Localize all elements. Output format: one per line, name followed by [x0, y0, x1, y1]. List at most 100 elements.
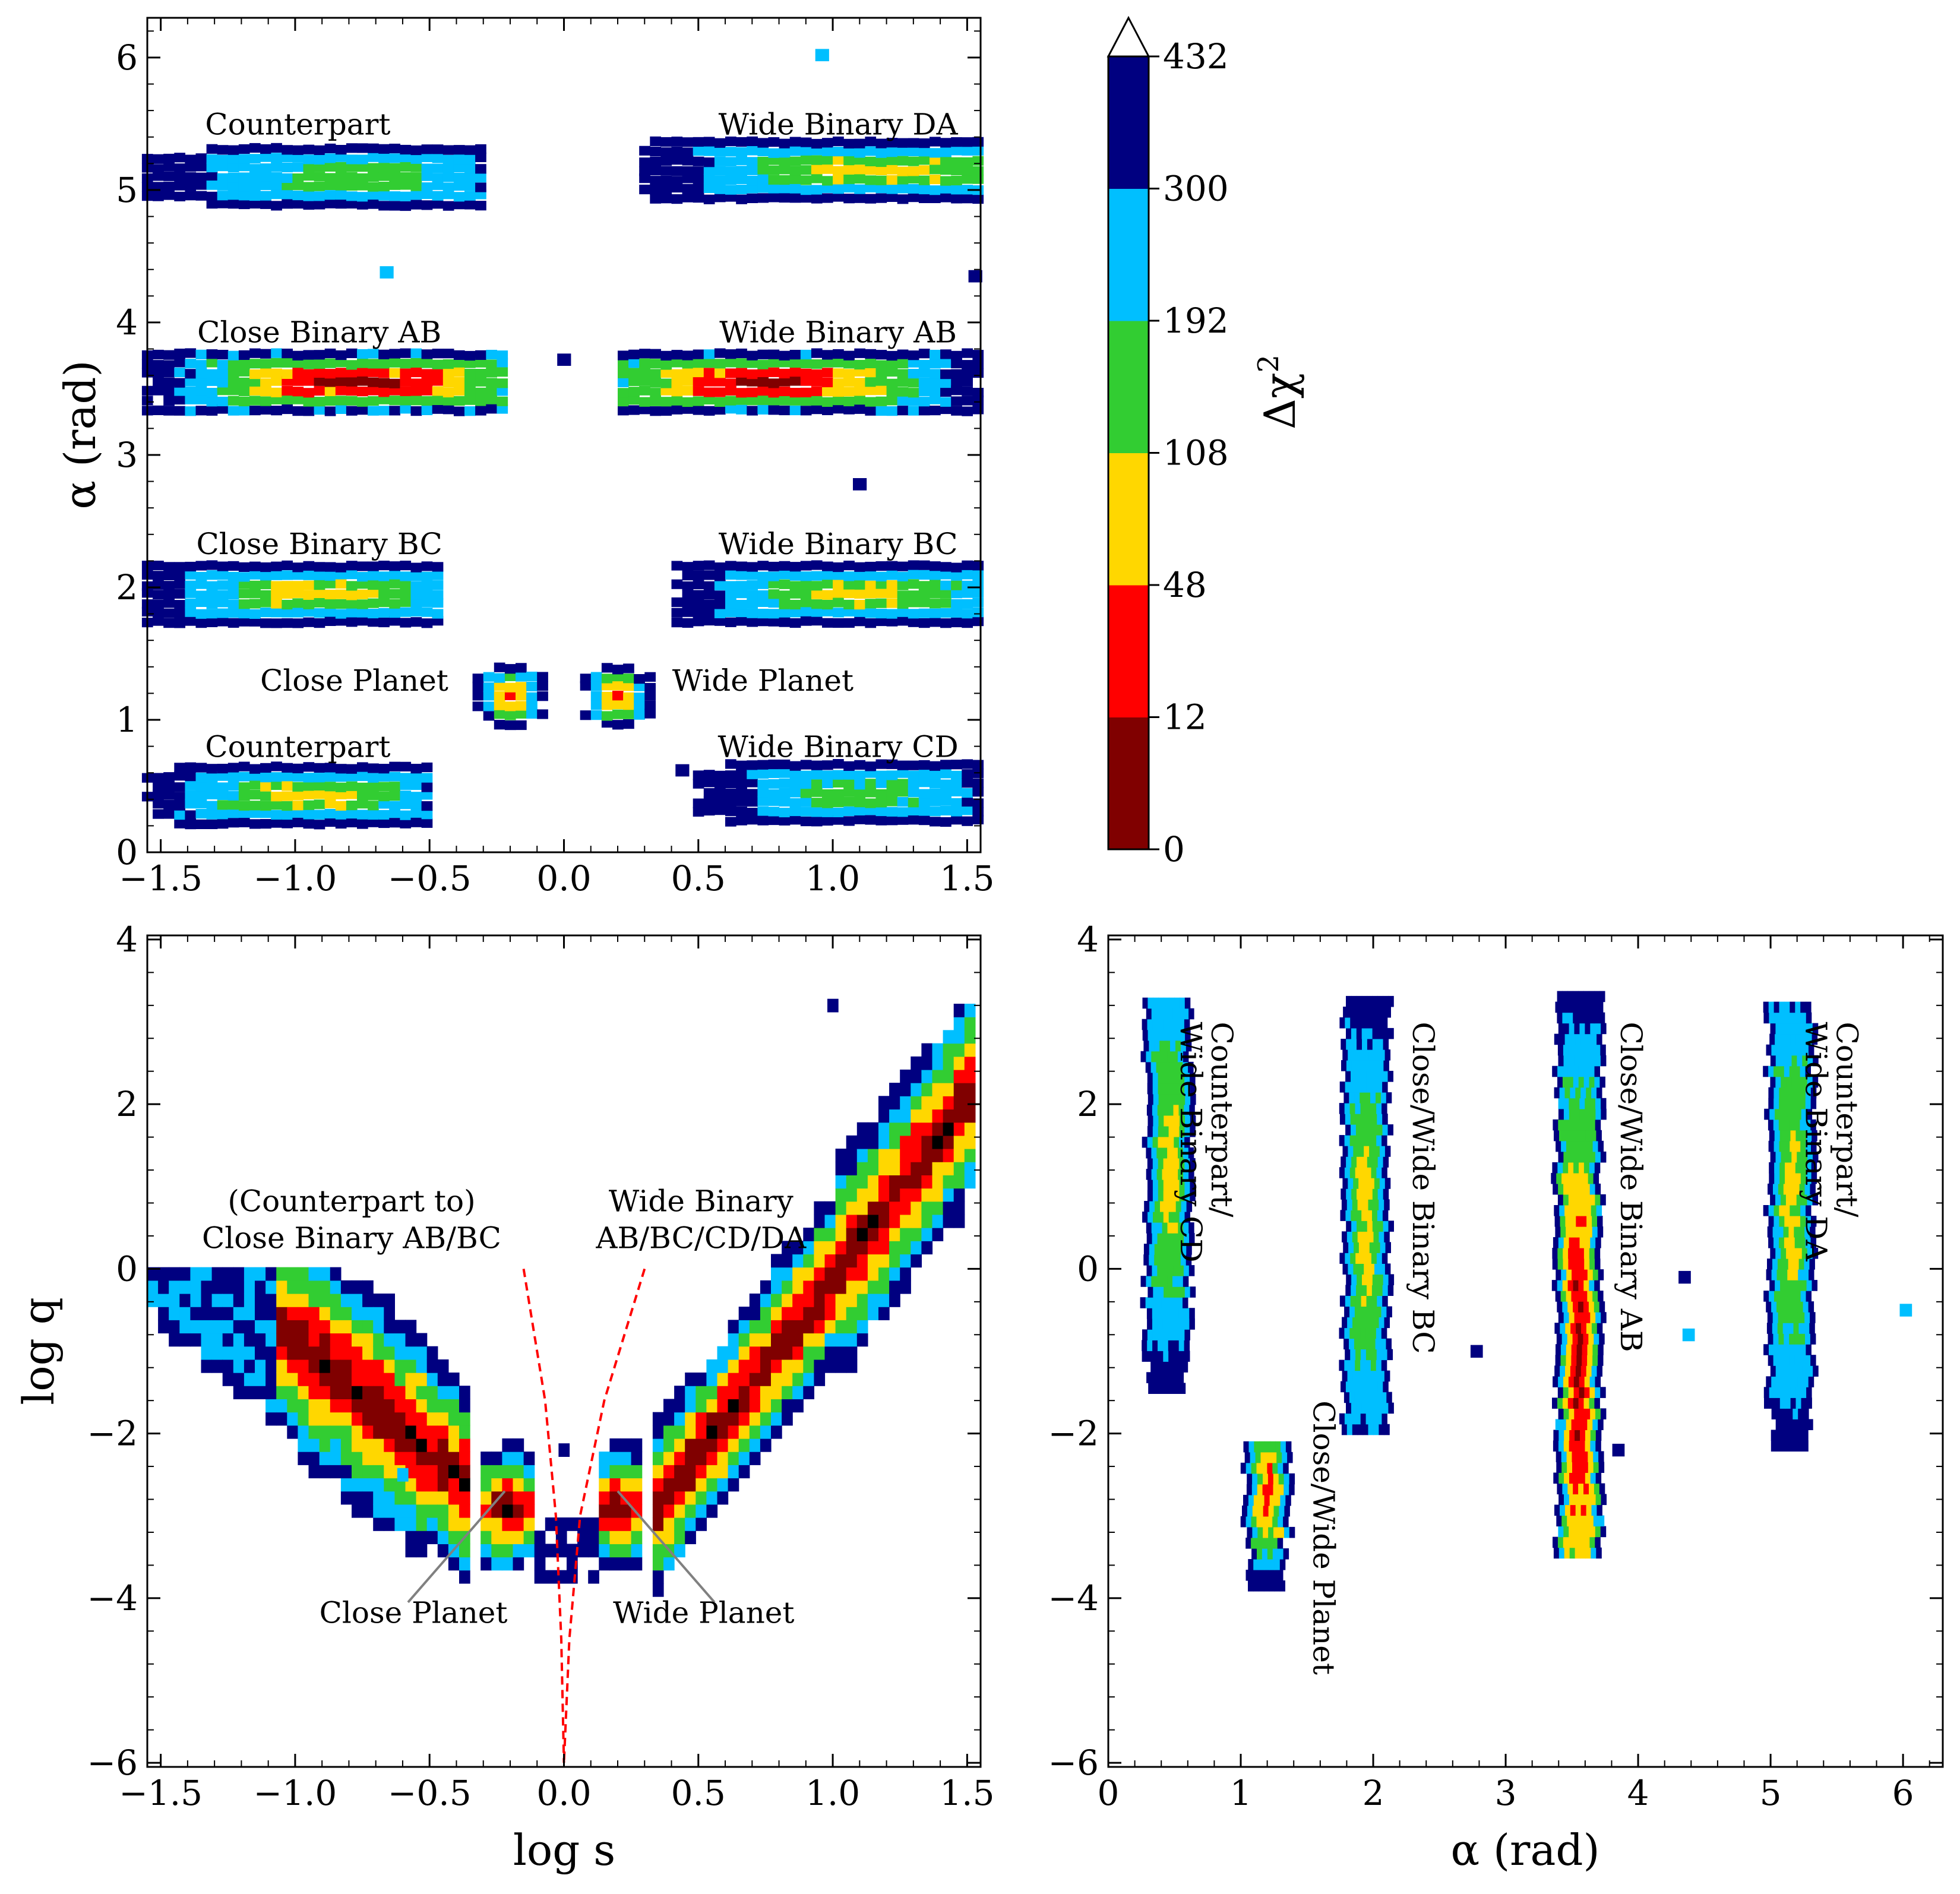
posterior-cell — [222, 1346, 234, 1360]
posterior-cell — [803, 1373, 814, 1386]
posterior-cell — [856, 1333, 868, 1347]
posterior-cell — [1147, 1212, 1153, 1223]
posterior-cell — [1810, 1087, 1817, 1099]
posterior-cell — [335, 782, 347, 792]
posterior-cell — [921, 1069, 933, 1083]
posterior-cell — [1784, 1065, 1790, 1077]
posterior-cell — [599, 1478, 610, 1492]
posterior-cell — [1559, 1130, 1565, 1142]
posterior-cell — [1797, 1430, 1803, 1441]
posterior-cell — [373, 1517, 384, 1531]
posterior-cell — [951, 571, 962, 581]
posterior-cell — [900, 1149, 911, 1162]
posterior-cell — [835, 1149, 847, 1162]
posterior-cell — [618, 406, 629, 416]
posterior-cell — [453, 172, 465, 182]
posterior-cell — [287, 1280, 298, 1294]
posterior-cell — [308, 1386, 320, 1399]
posterior-cell — [255, 1333, 266, 1347]
posterior-cell — [472, 691, 484, 701]
posterior-cell — [1586, 1365, 1592, 1377]
posterior-cell — [685, 1399, 696, 1413]
posterior-cell — [1795, 1087, 1801, 1099]
posterior-cell — [233, 1386, 245, 1399]
posterior-cell — [1555, 1001, 1561, 1013]
posterior-cell — [856, 1228, 868, 1241]
posterior-cell — [1570, 1365, 1576, 1377]
posterior-cell — [1778, 1355, 1784, 1366]
posterior-cell — [410, 162, 422, 172]
posterior-cell — [1382, 1082, 1388, 1093]
posterior-cell — [833, 797, 844, 808]
posterior-cell — [448, 1504, 460, 1518]
posterior-cell — [951, 580, 962, 590]
posterior-cell — [706, 1478, 718, 1492]
posterior-cell — [1595, 1194, 1601, 1206]
posterior-cell — [757, 788, 769, 798]
posterior-cell — [856, 1201, 868, 1215]
posterior-cell — [674, 1531, 685, 1544]
posterior-cell — [943, 1175, 954, 1189]
posterior-cell — [1579, 1494, 1586, 1506]
posterior-cell — [494, 700, 505, 710]
posterior-cell — [244, 1320, 255, 1334]
posterior-cell — [260, 597, 271, 608]
posterior-cell — [185, 191, 197, 201]
posterior-cell — [432, 376, 444, 386]
posterior-cell — [1353, 1049, 1359, 1061]
posterior-cell — [1343, 1242, 1349, 1253]
posterior-cell — [940, 165, 951, 175]
posterior-cell — [475, 201, 486, 211]
posterior-cell — [314, 618, 325, 628]
posterior-cell — [1384, 1370, 1390, 1382]
posterior-cell — [1779, 1012, 1785, 1024]
posterior-cell — [298, 1320, 309, 1334]
posterior-cell — [1595, 1259, 1601, 1270]
posterior-cell — [760, 1280, 772, 1294]
posterior-cell — [416, 1544, 428, 1558]
posterior-cell — [1800, 1065, 1806, 1077]
posterior-cell — [897, 616, 909, 626]
posterior-cell — [1161, 1361, 1167, 1373]
posterior-cell — [1575, 1430, 1580, 1441]
posterior-cell — [1575, 1547, 1581, 1559]
posterior-cell — [1582, 1001, 1588, 1013]
posterior-cell — [185, 820, 197, 830]
posterior-cell — [1287, 1452, 1293, 1463]
posterior-cell — [693, 358, 704, 368]
posterior-cell — [714, 796, 726, 807]
posterior-cell — [652, 1544, 664, 1558]
posterior-cell — [1163, 1158, 1169, 1169]
posterior-cell — [1147, 997, 1153, 1009]
posterior-cell — [1574, 1098, 1580, 1109]
posterior-cell — [249, 616, 261, 627]
posterior-cell — [875, 368, 887, 378]
posterior-cell — [260, 608, 271, 618]
posterior-cell — [378, 144, 390, 154]
posterior-cell — [249, 808, 261, 818]
posterior-cell — [1600, 1408, 1607, 1419]
posterior-cell — [1184, 1351, 1190, 1362]
posterior-cell — [227, 618, 239, 628]
posterior-cell — [405, 1399, 417, 1413]
posterior-cell — [1273, 1484, 1279, 1495]
posterior-cell — [185, 406, 197, 416]
posterior-cell — [706, 1452, 718, 1465]
y-tick-label: 0 — [116, 1248, 138, 1289]
posterior-cell — [163, 581, 175, 591]
posterior-cell — [1172, 1008, 1178, 1020]
posterior-cell — [696, 1412, 707, 1426]
posterior-cell — [843, 138, 855, 148]
posterior-cell — [432, 395, 444, 405]
posterior-cell — [378, 163, 390, 173]
posterior-cell — [908, 358, 919, 368]
posterior-cell — [260, 387, 271, 397]
posterior-cell — [1771, 1301, 1777, 1313]
posterior-cell — [1156, 1051, 1162, 1063]
posterior-cell — [1790, 1108, 1797, 1120]
posterior-cell — [314, 359, 325, 369]
posterior-cell — [1794, 1098, 1801, 1109]
posterior-cell — [964, 1043, 976, 1057]
posterior-cell — [1179, 1158, 1185, 1169]
posterior-cell — [464, 395, 476, 405]
